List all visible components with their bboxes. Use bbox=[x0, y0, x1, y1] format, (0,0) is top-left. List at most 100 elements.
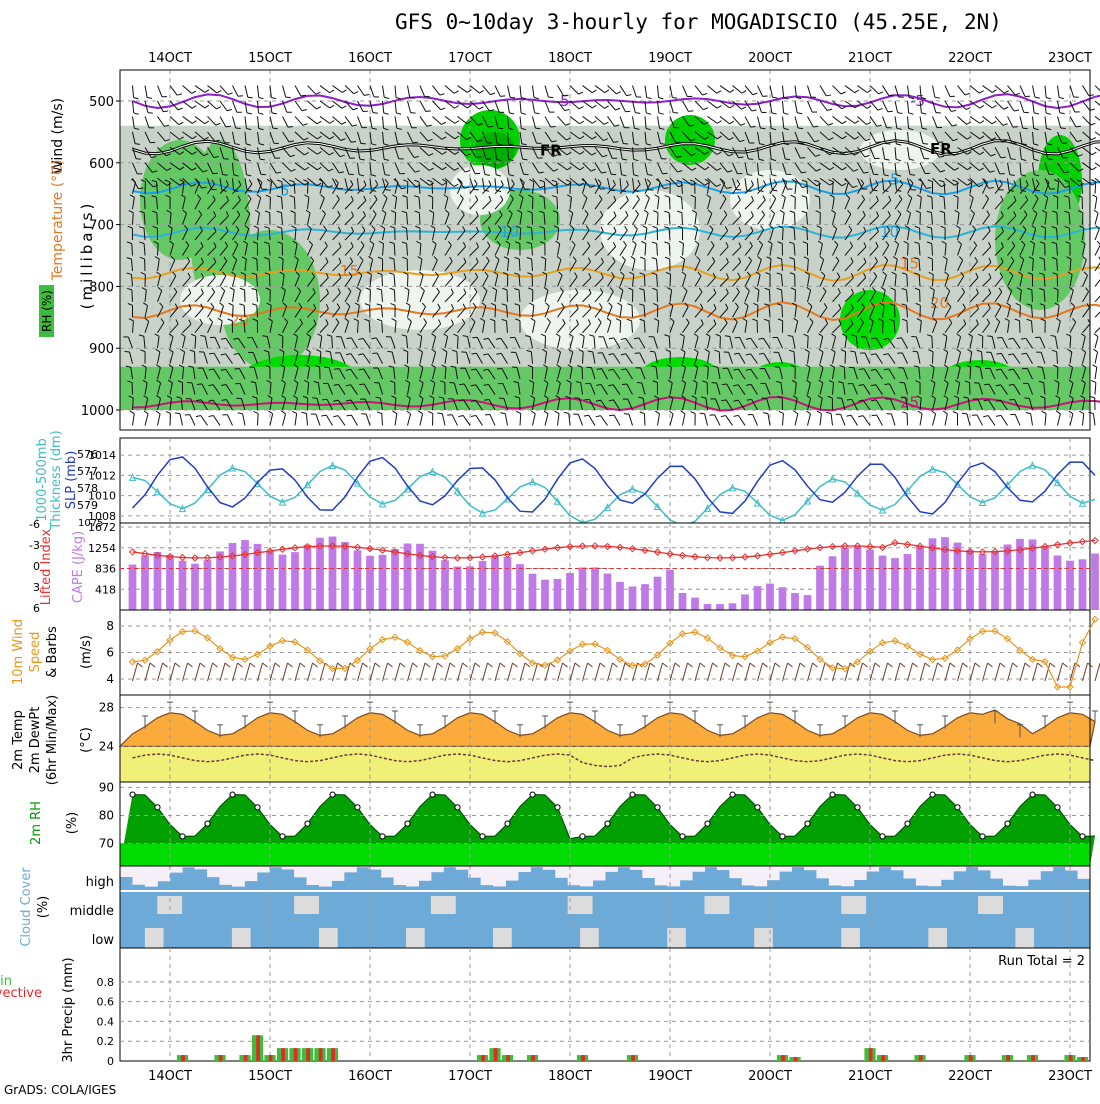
wind-barb-staff bbox=[1095, 116, 1100, 123]
wind-barb-flag bbox=[459, 384, 464, 385]
cloud-high-gap bbox=[294, 866, 307, 877]
rh-marker bbox=[455, 805, 460, 810]
cloud-high-gap bbox=[680, 866, 693, 880]
wind-barb-flag bbox=[710, 415, 715, 416]
cape-bar bbox=[579, 568, 587, 610]
precip-convective-bar bbox=[869, 1048, 873, 1061]
rh-marker bbox=[480, 834, 485, 839]
cape-bar bbox=[816, 566, 824, 610]
cloud-middle-gap bbox=[841, 896, 866, 914]
wind-barb-flag bbox=[938, 142, 943, 143]
wind-barb-staff bbox=[1095, 337, 1098, 349]
wind-barb-staff bbox=[644, 413, 645, 425]
wind-barb-flag bbox=[847, 399, 852, 400]
precip-convective-bar bbox=[219, 1055, 223, 1061]
cloud-high-gap bbox=[580, 866, 593, 886]
wind-barb-flag bbox=[751, 127, 756, 128]
precip-convective-bar bbox=[794, 1057, 798, 1061]
temp-tick-label: 24 bbox=[99, 739, 114, 753]
wind-barb-flag bbox=[426, 111, 431, 112]
axis-label-cloud-units: (%) bbox=[36, 896, 51, 919]
wind-barb-staff bbox=[1069, 228, 1070, 240]
cloud-high-gap bbox=[244, 866, 257, 881]
cloud-high-gap bbox=[816, 866, 829, 878]
cloud-high-gap bbox=[195, 866, 208, 869]
cloud-high-gap bbox=[1028, 866, 1041, 880]
cape-bar bbox=[541, 580, 549, 610]
rh-marker bbox=[155, 805, 160, 810]
wind-barb-staff bbox=[195, 336, 196, 348]
wind-barb-staff bbox=[1057, 213, 1058, 225]
precip-convective-bar bbox=[256, 1035, 260, 1061]
wind-barb-staff bbox=[833, 182, 834, 194]
rh-marker bbox=[555, 805, 560, 810]
cloud-high-gap bbox=[344, 866, 357, 872]
rh-tick-label: 80 bbox=[99, 808, 114, 822]
x-tick-label-top: 19OCT bbox=[648, 51, 692, 66]
wind-barb-flag bbox=[900, 382, 905, 383]
cloud-high-gap bbox=[132, 866, 145, 885]
wind-barb-staff bbox=[507, 290, 508, 302]
precip-convective-bar bbox=[181, 1055, 185, 1061]
cloud-low-gap bbox=[319, 928, 338, 948]
rh-marker bbox=[830, 792, 835, 797]
thickness-tick-label: 577 bbox=[77, 465, 98, 478]
cloud-high-gap bbox=[916, 866, 929, 886]
axis-label-wind-units: (m/s) bbox=[79, 635, 94, 669]
x-tick-label-bottom: 20OCT bbox=[748, 1069, 792, 1084]
y-tick-label: 900 bbox=[89, 342, 114, 357]
cloud-high-gap bbox=[593, 866, 606, 880]
cloud-level-label: low bbox=[92, 933, 115, 948]
wind-barb-flag bbox=[163, 111, 168, 112]
wind-barb-staff bbox=[932, 336, 933, 348]
cloud-high-gap bbox=[518, 866, 531, 872]
cape-bar bbox=[879, 556, 887, 610]
axis-label-convective: Convective bbox=[0, 986, 42, 1001]
wind-barb-staff bbox=[570, 182, 571, 194]
wind-barb-staff bbox=[519, 305, 520, 317]
axis-label-thickness-1: 1000-500mb bbox=[35, 438, 50, 522]
rh-marker bbox=[955, 805, 960, 810]
wind-barb-flag bbox=[125, 351, 130, 352]
wind-barb-staff bbox=[1095, 309, 1100, 318]
x-tick-label-bottom: 18OCT bbox=[548, 1069, 592, 1084]
x-tick-label-top: 21OCT bbox=[848, 51, 892, 66]
wind-barb-flag bbox=[148, 113, 153, 114]
cape-bar bbox=[1079, 559, 1087, 610]
wind-barb-staff bbox=[382, 274, 383, 286]
cape-bar bbox=[616, 582, 624, 610]
contour-label: 15 bbox=[340, 262, 359, 280]
precip-convective-bar bbox=[969, 1055, 973, 1061]
rh-marker bbox=[905, 821, 910, 826]
cape-bar bbox=[729, 603, 737, 610]
rh-marker bbox=[930, 792, 935, 797]
wind-barb-staff bbox=[458, 336, 459, 348]
axis-label-slp: SLP (mb) bbox=[64, 451, 79, 510]
axis-label-temperature: Temperature (°C) bbox=[50, 160, 66, 282]
wind-barb-flag bbox=[1091, 138, 1095, 140]
wind-barb-staff bbox=[1095, 229, 1099, 240]
cape-bar bbox=[366, 556, 374, 610]
cloud-high-gap bbox=[991, 866, 1004, 879]
wind-barb-staff bbox=[544, 182, 545, 194]
cape-bar bbox=[766, 584, 774, 610]
wind-barb-staff bbox=[944, 213, 945, 225]
contour-label: FR bbox=[540, 141, 562, 159]
thickness-tick-label: 579 bbox=[77, 499, 98, 512]
cloud-high-gap bbox=[394, 866, 407, 885]
cape-bar bbox=[754, 586, 762, 610]
cloud-high-gap bbox=[493, 866, 506, 886]
wind-tick-label: 4 bbox=[106, 672, 114, 686]
cape-bar bbox=[1054, 555, 1062, 610]
axis-label-cloud-cover: Cloud Cover bbox=[19, 867, 34, 947]
wind-barb-staff bbox=[545, 336, 546, 348]
rh-marker bbox=[205, 821, 210, 826]
precip-convective-bar bbox=[631, 1055, 635, 1061]
wind-barb-flag bbox=[1048, 159, 1053, 160]
wind-barb-flag bbox=[512, 367, 517, 368]
rh-marker bbox=[255, 805, 260, 810]
cloud-middle-gap bbox=[294, 896, 319, 914]
wind-barb-staff bbox=[257, 305, 258, 317]
rh-marker bbox=[230, 792, 235, 797]
